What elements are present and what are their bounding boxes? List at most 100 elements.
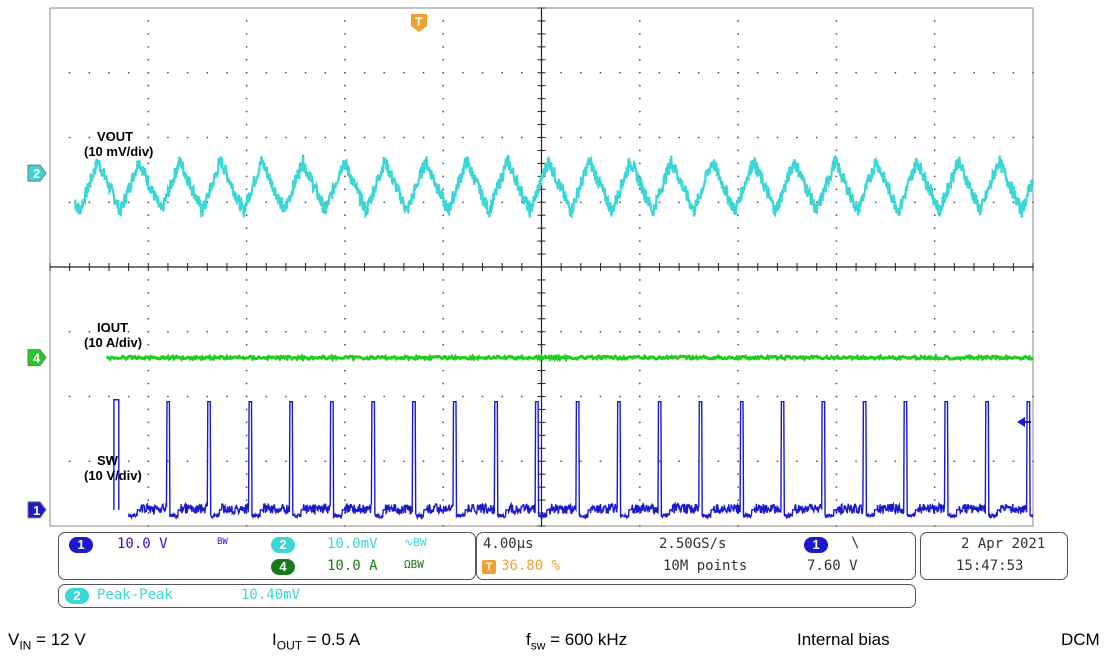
grid-dot	[697, 71, 700, 74]
grid-dot	[383, 460, 386, 463]
grid-dot	[147, 97, 150, 100]
grid-dot	[933, 473, 936, 476]
grid-dot	[638, 188, 641, 191]
grid-dot	[245, 162, 248, 165]
grid-dot	[501, 330, 504, 333]
meas-badge[interactable]: 2	[65, 588, 89, 604]
sw-pulse-pre	[113, 399, 120, 510]
grid-dot	[894, 395, 897, 398]
grid-dot	[442, 473, 445, 476]
grid-dot	[206, 395, 209, 398]
grid-dot	[442, 253, 445, 255]
grid-dot	[756, 395, 759, 398]
grid-dot	[973, 330, 975, 333]
vout-trace	[74, 153, 1034, 219]
grid-dot	[638, 330, 641, 333]
grid-dot	[245, 473, 248, 476]
grid-dot	[1032, 201, 1034, 204]
grid-dot	[737, 240, 739, 243]
grid-dot	[737, 279, 739, 281]
grid-dot	[108, 136, 110, 139]
grid-dot	[599, 136, 602, 139]
grid-dot	[776, 460, 779, 463]
ch1-marker	[27, 501, 47, 519]
grid-dot	[737, 71, 739, 74]
grid-dot	[127, 395, 130, 398]
grid-dot	[933, 447, 936, 450]
grid-dot	[579, 460, 582, 463]
grid-dot	[265, 330, 268, 333]
grid-dot	[599, 330, 602, 333]
grid-dot	[324, 460, 327, 463]
trigger-level-arrow	[1017, 417, 1031, 427]
grid-dot	[933, 45, 936, 48]
grid-dot	[442, 227, 445, 230]
grid-dot	[737, 525, 739, 527]
grid-dot	[638, 317, 641, 320]
grid-dot	[285, 71, 287, 74]
grid-dot	[245, 460, 248, 463]
ch4-badge[interactable]: 4	[271, 559, 295, 575]
grid-dot	[167, 71, 169, 74]
grid-dot	[835, 499, 838, 501]
grid-dot	[68, 136, 71, 139]
grid-dot	[599, 395, 602, 398]
grid-dot	[245, 421, 248, 424]
ch2-badge[interactable]: 2	[271, 537, 295, 553]
grid-dot	[147, 110, 150, 113]
grid-dot	[835, 149, 838, 152]
grid-dot	[147, 45, 150, 48]
channel-panel: 1 10.0 V BW 2 10.0mV ∿BW 4 10.0 A ΩBW	[58, 532, 476, 580]
grid-dot	[344, 382, 346, 385]
grid-dot	[914, 201, 916, 204]
grid-dot	[835, 58, 838, 61]
grid-dot	[442, 499, 445, 501]
grid-dot	[973, 395, 975, 398]
grid-dot	[226, 201, 228, 204]
grid-dot	[835, 33, 838, 35]
grid-dot	[108, 460, 110, 463]
grid-dot	[442, 304, 445, 307]
grid-dot	[245, 408, 248, 411]
grid-dot	[245, 369, 248, 372]
grid-dot	[874, 201, 877, 204]
grid-dot	[835, 214, 838, 217]
sw-trace	[127, 401, 1034, 521]
grid-dot	[304, 395, 307, 398]
grid-dot	[638, 123, 641, 126]
grid-dot	[835, 253, 838, 255]
timebase-panel: 4.00µs T 36.80 % 2.50GS/s 10M points 1 \…	[476, 532, 916, 580]
grid-dot	[245, 58, 248, 61]
ch2-marker	[27, 164, 47, 182]
grid-dot	[855, 395, 857, 398]
date: 2 Apr 2021	[961, 536, 1046, 552]
trigger-source-badge[interactable]: 1	[804, 537, 828, 553]
grid-dot	[737, 58, 739, 61]
grid-dot	[933, 136, 936, 139]
grid-dot	[245, 447, 248, 450]
grid-dot	[835, 486, 838, 489]
grid-dot	[147, 369, 150, 372]
meas-name: Peak-Peak	[97, 587, 173, 603]
ch1-badge[interactable]: 1	[69, 537, 93, 553]
grid-dot	[717, 71, 720, 74]
grid-dot	[68, 201, 71, 204]
time: 15:47:53	[956, 558, 1024, 574]
grid-dot	[501, 201, 504, 204]
ch2-marker-label: 2	[33, 166, 40, 181]
grid-dot	[147, 240, 150, 243]
grid-dot	[835, 188, 838, 191]
grid-dot	[324, 136, 327, 139]
grid-dot	[658, 460, 661, 463]
grid-dot	[1012, 395, 1015, 398]
grid-dot	[697, 136, 700, 139]
grid-dot	[737, 434, 739, 437]
grid-dot	[461, 201, 464, 204]
grid-dot	[245, 149, 248, 152]
grid-dot	[638, 227, 641, 230]
grid-dot	[147, 292, 150, 294]
grid-dot	[638, 525, 641, 527]
grid-dot	[638, 408, 641, 411]
grid-dot	[737, 214, 739, 217]
grid-dot	[973, 71, 975, 74]
